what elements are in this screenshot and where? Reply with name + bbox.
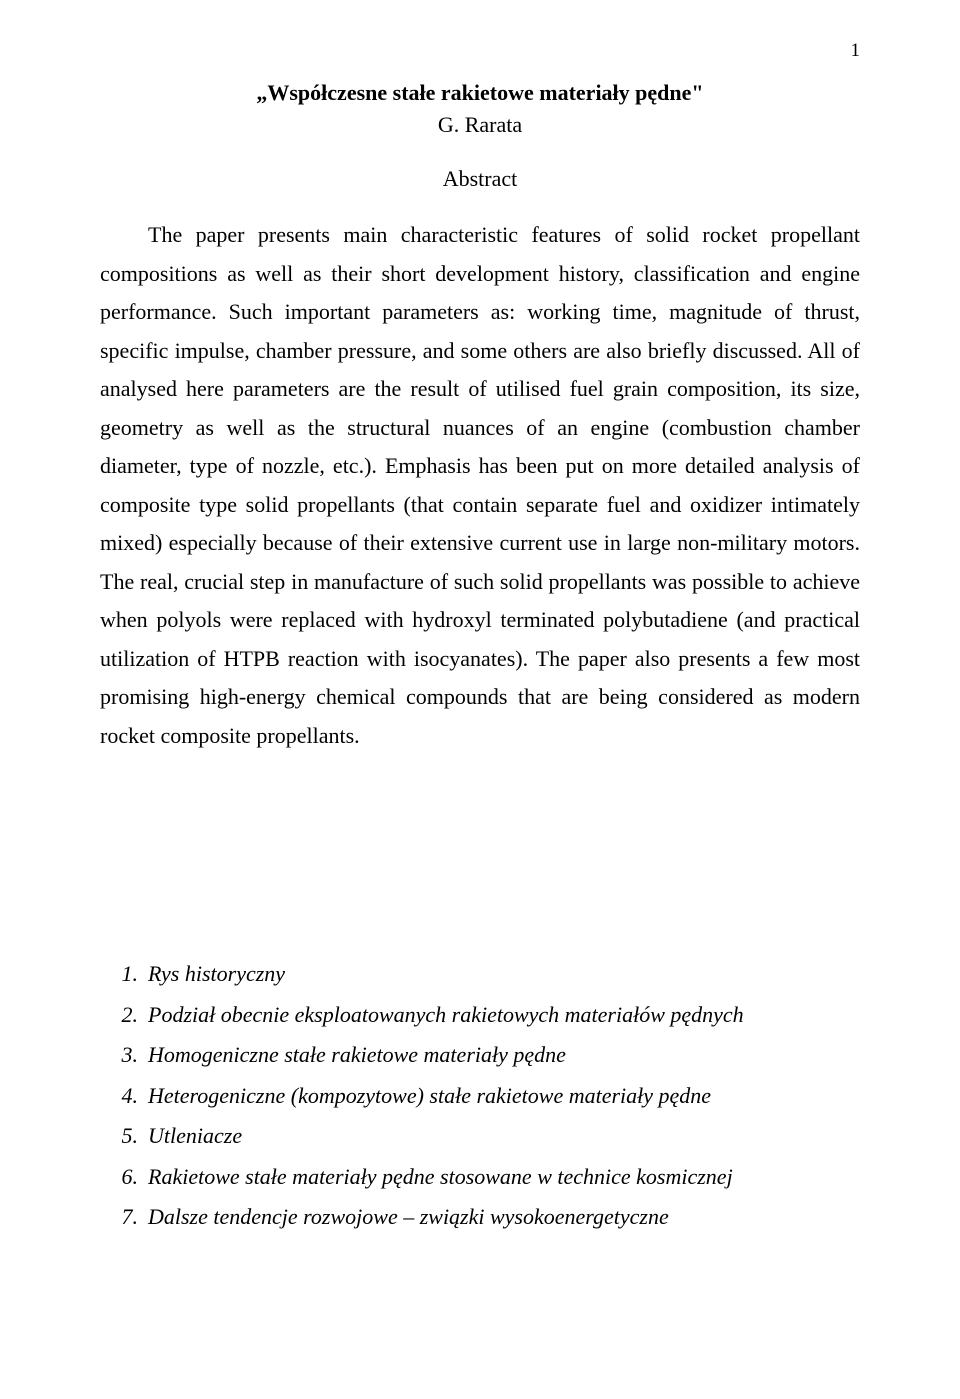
toc-number: 6. <box>100 1158 148 1197</box>
abstract-heading: Abstract <box>100 166 860 192</box>
toc-number: 5. <box>100 1117 148 1156</box>
toc-number: 4. <box>100 1077 148 1116</box>
abstract-body: The paper presents main characteristic f… <box>100 216 860 755</box>
toc-item: 1. Rys historyczny <box>100 955 860 994</box>
toc-item: 5. Utleniacze <box>100 1117 860 1156</box>
toc-label: Rakietowe stałe materiały pędne stosowan… <box>148 1158 860 1197</box>
toc-number: 7. <box>100 1198 148 1237</box>
toc-item: 2. Podział obecnie eksploatowanych rakie… <box>100 996 860 1035</box>
page-number: 1 <box>851 40 861 62</box>
author-name: G. Rarata <box>100 112 860 138</box>
toc-item: 7. Dalsze tendencje rozwojowe – związki … <box>100 1198 860 1237</box>
toc-item: 3. Homogeniczne stałe rakietowe materiał… <box>100 1036 860 1075</box>
toc-number: 2. <box>100 996 148 1035</box>
toc-label: Homogeniczne stałe rakietowe materiały p… <box>148 1036 860 1075</box>
toc-number: 3. <box>100 1036 148 1075</box>
toc-label: Heterogeniczne (kompozytowe) stałe rakie… <box>148 1077 860 1116</box>
paper-title: „Współczesne stałe rakietowe materiały p… <box>100 80 860 106</box>
toc-label: Rys historyczny <box>148 955 860 994</box>
toc-label: Podział obecnie eksploatowanych rakietow… <box>148 996 860 1035</box>
toc-item: 6. Rakietowe stałe materiały pędne stoso… <box>100 1158 860 1197</box>
toc-label: Utleniacze <box>148 1117 860 1156</box>
toc-item: 4. Heterogeniczne (kompozytowe) stałe ra… <box>100 1077 860 1116</box>
toc-number: 1. <box>100 955 148 994</box>
toc-label: Dalsze tendencje rozwojowe – związki wys… <box>148 1198 860 1237</box>
table-of-contents: 1. Rys historyczny 2. Podział obecnie ek… <box>100 955 860 1237</box>
page-container: 1 „Współczesne stałe rakietowe materiały… <box>0 0 960 1399</box>
